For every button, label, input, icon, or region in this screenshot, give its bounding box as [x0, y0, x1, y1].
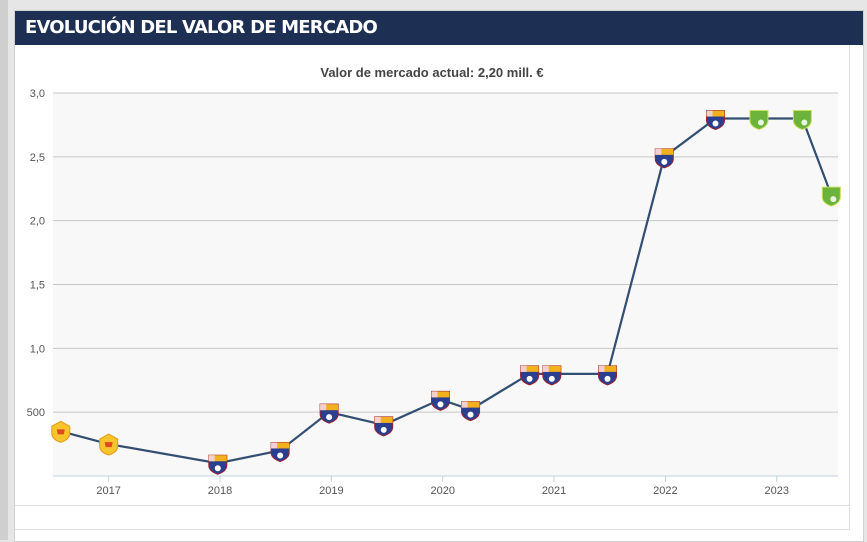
barcelona-sc-crest-icon[interactable]: [270, 441, 290, 462]
chart-area: Valor de mercado actual: 2,20 mill. €: [15, 45, 850, 506]
y-tick-label: 1,5: [30, 280, 45, 292]
x-tick-label: 2023: [765, 485, 789, 497]
yellow-club-crest-icon[interactable]: [99, 433, 119, 456]
barcelona-sc-crest-icon[interactable]: [319, 403, 339, 424]
x-tick-label: 2018: [208, 485, 232, 497]
x-tick-label: 2020: [430, 485, 454, 497]
page-scroll-edge: [0, 0, 8, 540]
x-tick-label: 2017: [96, 485, 120, 497]
x-tick-label: 2019: [319, 485, 343, 497]
y-tick-label: 500: [27, 407, 45, 419]
chart-title: Valor de mercado actual: 2,20 mill. €: [320, 65, 544, 80]
x-tick-label: 2021: [542, 485, 566, 497]
value-line: [60, 117, 833, 465]
y-tick-label: 2,0: [30, 216, 45, 228]
panel-title: EVOLUCIÓN DEL VALOR DE MERCADO: [15, 11, 863, 45]
barcelona-sc-crest-icon[interactable]: [542, 365, 562, 386]
barcelona-sc-crest-icon[interactable]: [654, 148, 674, 169]
barcelona-sc-crest-icon[interactable]: [461, 401, 481, 422]
panel-footer: [15, 507, 850, 530]
barcelona-sc-crest-icon[interactable]: [430, 390, 450, 411]
barcelona-sc-crest-icon[interactable]: [706, 110, 726, 131]
barcelona-sc-crest-icon[interactable]: [598, 365, 618, 386]
y-tick-label: 3,0: [30, 88, 45, 100]
leon-crest-icon[interactable]: [749, 110, 769, 131]
leon-crest-icon[interactable]: [821, 186, 841, 207]
leon-crest-icon[interactable]: [792, 110, 812, 131]
barcelona-sc-crest-icon[interactable]: [520, 365, 540, 386]
x-tick-label: 2022: [653, 485, 677, 497]
y-tick-label: 2,5: [30, 152, 45, 164]
barcelona-sc-crest-icon[interactable]: [208, 454, 228, 475]
y-tick-label: 1,0: [30, 343, 45, 355]
yellow-club-crest-icon[interactable]: [51, 420, 71, 443]
barcelona-sc-crest-icon[interactable]: [374, 416, 394, 437]
